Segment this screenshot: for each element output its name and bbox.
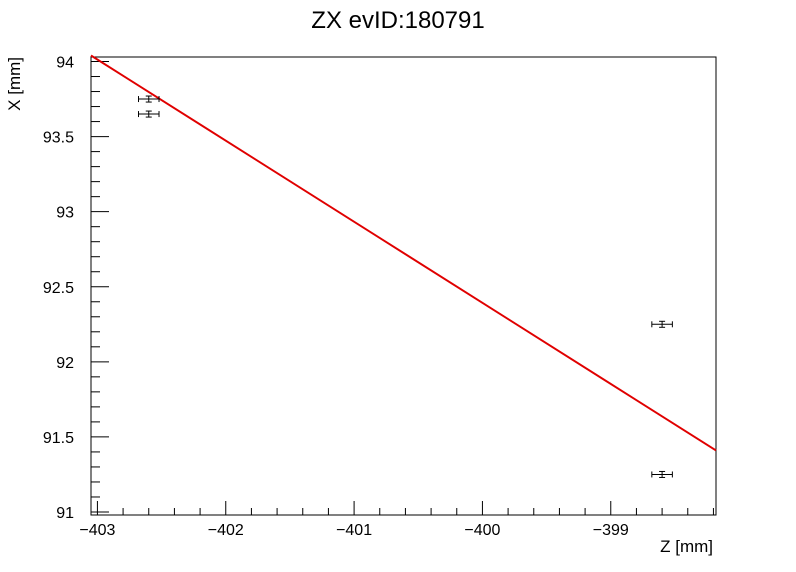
data-point	[137, 95, 160, 103]
y-tick-label: 94	[56, 55, 74, 72]
data-point	[137, 110, 160, 118]
x-tick-label: −402	[208, 522, 244, 539]
chart-title: ZX evID:180791	[311, 7, 484, 34]
y-tick-label: 92.5	[43, 280, 74, 297]
x-tick-label: −400	[464, 522, 500, 539]
y-tick-label: 91.5	[43, 430, 74, 447]
axes: 91 91.5 92 92.5 93 93.5 94 −403 −402 −401 −400 −399	[43, 55, 717, 539]
y-tick-label: 93	[56, 205, 74, 222]
x-tick-label: −401	[336, 522, 372, 539]
x-tick-label: −403	[79, 522, 115, 539]
data-point	[651, 320, 673, 328]
y-tick-label: 93.5	[43, 130, 74, 147]
x-axis-label: Z [mm]	[660, 537, 713, 556]
y-tick-label: 92	[56, 355, 74, 372]
y-tick-label: 91	[56, 505, 74, 522]
y-axis-label: X [mm]	[5, 57, 24, 111]
fit-line-group	[90, 54, 717, 452]
fit-line	[90, 54, 717, 452]
plot-frame	[90, 56, 717, 516]
data-point	[651, 470, 673, 478]
x-tick-label: −399	[593, 522, 629, 539]
data-points	[137, 95, 673, 478]
